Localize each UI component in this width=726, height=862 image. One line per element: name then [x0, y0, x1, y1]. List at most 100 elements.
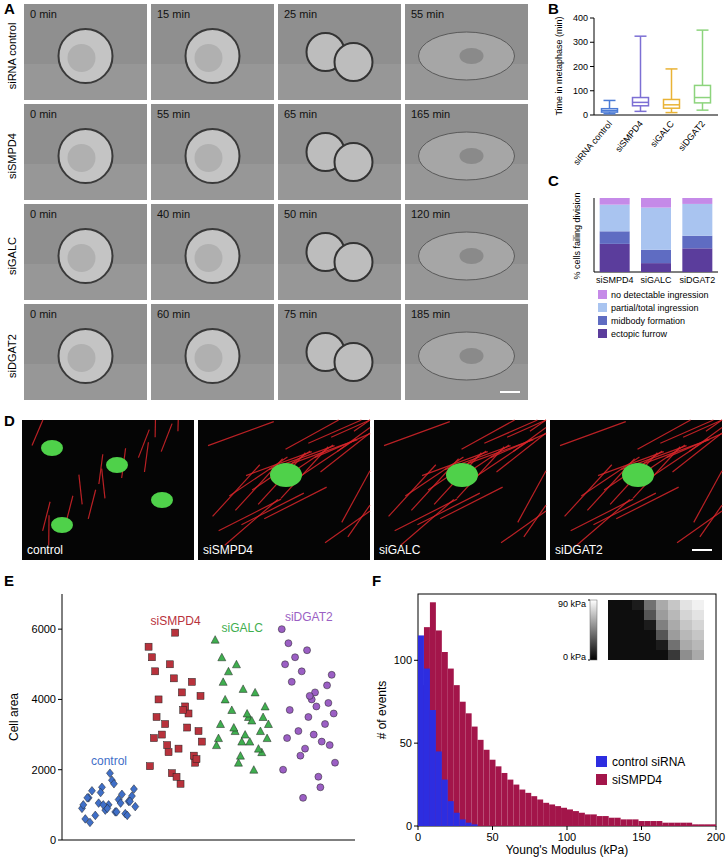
point: [180, 706, 187, 713]
time-label: 55 min: [411, 8, 444, 20]
fiber: [219, 499, 281, 531]
histogram-bar: [501, 773, 507, 826]
x-tick-label: siDGAT2: [676, 119, 707, 153]
point: [300, 794, 307, 801]
histogram-bar: [650, 826, 656, 827]
actin-fibers: [208, 420, 370, 545]
fiber: [496, 433, 546, 472]
fiber: [161, 424, 172, 452]
heatmap-cell: [608, 610, 620, 620]
image-label: siDGAT2: [555, 543, 603, 557]
fiber: [88, 490, 95, 519]
histogram-bar: [662, 826, 668, 827]
cell-interior: [195, 44, 223, 72]
heatmap-cell: [680, 600, 692, 610]
heatmap-cell: [608, 620, 620, 630]
heatmap-cell: [620, 610, 632, 620]
histogram-bar: [650, 821, 656, 826]
histogram-bar: [490, 826, 496, 827]
micrograph: 55 min: [405, 4, 528, 100]
heatmap-cell: [668, 640, 680, 650]
box: [695, 85, 711, 102]
y-tick: [590, 66, 594, 67]
fiber: [320, 433, 370, 472]
fiber: [208, 422, 274, 446]
fiber: [213, 465, 260, 517]
plot-area: [602, 30, 711, 114]
point: [177, 780, 184, 787]
bar-segment: [641, 208, 671, 250]
whisker-cap: [635, 35, 647, 37]
y-tick: [590, 115, 594, 116]
y-tick: [58, 629, 62, 630]
group-label: control: [91, 754, 127, 768]
fiber: [417, 493, 479, 525]
bar-segment: [682, 198, 712, 204]
image-bg: [151, 204, 274, 300]
fiber: [138, 430, 149, 458]
histogram-bar: [507, 826, 513, 827]
cell: [335, 143, 373, 181]
x-tick: [418, 826, 419, 830]
y-tick: [58, 840, 62, 841]
heatmap-cell: [680, 640, 692, 650]
inset-heatmap: [608, 600, 704, 660]
heatmap-cell: [644, 610, 656, 620]
point: [216, 720, 224, 728]
histogram-bar: [460, 702, 466, 826]
x-tick-label: siDGAT2: [679, 275, 715, 285]
bar-segment: [641, 198, 671, 208]
point: [197, 692, 204, 699]
point: [302, 745, 309, 752]
fiber: [524, 505, 546, 537]
point: [212, 741, 220, 749]
point: [238, 738, 246, 746]
heatmap-cell: [632, 640, 644, 650]
histogram-bar: [430, 602, 436, 826]
histogram-bar: [710, 826, 716, 827]
histogram-bar: [674, 826, 680, 827]
point: [198, 738, 205, 745]
y-tick: [414, 660, 418, 661]
fiber: [700, 505, 722, 537]
point: [256, 727, 264, 735]
histogram-bar: [686, 823, 692, 826]
x-tick: [641, 826, 642, 830]
histogram-bar: [639, 826, 645, 827]
fluorescence-image: siDGAT2: [550, 420, 722, 560]
median: [664, 104, 680, 106]
point: [324, 682, 331, 689]
histogram-bar: [448, 669, 454, 826]
point: [298, 668, 305, 675]
histogram-bar: [513, 785, 519, 826]
y-tick: [590, 42, 594, 43]
histogram-bar: [466, 713, 472, 826]
point: [315, 773, 322, 780]
x-tick: [492, 826, 493, 830]
histogram-bar: [495, 826, 501, 827]
fiber: [43, 502, 50, 531]
histogram-bar: [561, 808, 567, 826]
legend-label: control siRNA: [612, 755, 685, 769]
row-label: siGALC: [6, 237, 18, 275]
heatmap-cell: [656, 600, 668, 610]
fiber: [638, 420, 691, 449]
histogram-bar: [436, 630, 442, 826]
fiber: [577, 500, 630, 546]
legend-swatch: [598, 329, 607, 338]
time-label: 65 min: [284, 108, 317, 120]
point: [306, 692, 313, 699]
fiber: [155, 420, 157, 437]
legend-swatch: [598, 303, 607, 312]
micrograph: 120 min: [405, 204, 528, 300]
cell-interior: [195, 244, 223, 272]
point: [263, 734, 271, 742]
row-label: siSMPD4: [6, 133, 18, 179]
x-tick-label: 200: [707, 831, 725, 843]
micrograph: 185 min: [405, 304, 528, 400]
micrograph: 65 min: [278, 104, 401, 200]
histogram-bar: [656, 821, 662, 826]
histogram-bar: [418, 635, 424, 826]
whisker-cap: [635, 111, 647, 113]
point: [188, 678, 195, 685]
